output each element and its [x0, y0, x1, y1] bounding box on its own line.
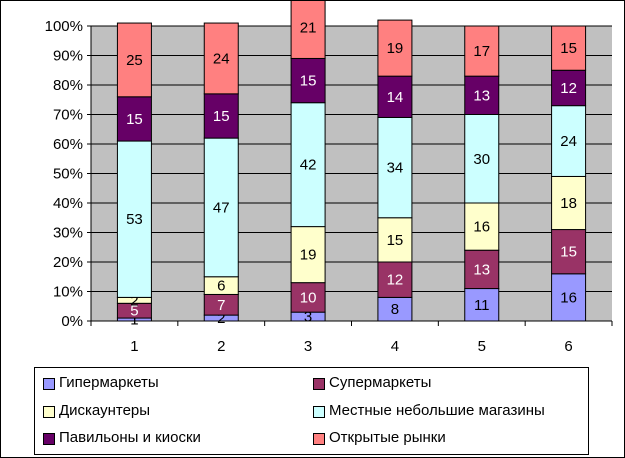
- data-label: 12: [387, 272, 404, 289]
- chart-legend: Гипермаркеты Супермаркеты Дискаунтеры Местн…: [34, 367, 589, 455]
- y-tick-label: 10%: [53, 284, 83, 301]
- data-label: 47: [213, 199, 230, 216]
- data-label: 15: [213, 108, 230, 125]
- y-tick-label: 20%: [53, 254, 83, 271]
- bar-segment: [290, 1, 326, 59]
- x-tick-label: 5: [478, 338, 486, 355]
- data-label: 11: [474, 297, 490, 314]
- y-tick-label: 90%: [53, 48, 83, 65]
- y-tick-label: 40%: [53, 195, 83, 212]
- data-label: 1: [130, 312, 138, 329]
- data-label: 15: [126, 111, 143, 128]
- legend-swatch: [43, 406, 55, 418]
- legend-label: Павильоны и киоски: [59, 429, 201, 446]
- data-label: 21: [300, 19, 317, 36]
- data-label: 30: [473, 151, 490, 168]
- data-label: 17: [473, 43, 490, 60]
- data-label: 24: [560, 133, 577, 150]
- data-label: 25: [126, 52, 143, 69]
- y-tick-label: 60%: [53, 136, 83, 153]
- bar-segment: [377, 116, 413, 219]
- y-tick-label: 50%: [53, 166, 83, 183]
- y-tick-label: 70%: [53, 107, 83, 124]
- data-label: 15: [560, 244, 577, 261]
- y-tick-label: 30%: [53, 225, 83, 242]
- legend-swatch: [43, 378, 55, 390]
- data-label: 42: [300, 157, 317, 174]
- x-tick-label: 6: [564, 338, 572, 355]
- y-tick-label: 100%: [45, 18, 83, 35]
- legend-label: Супермаркеты: [329, 374, 432, 391]
- data-label: 16: [473, 219, 490, 236]
- bar-segment: [551, 25, 587, 71]
- data-label: 10: [300, 289, 317, 306]
- legend-swatch: [313, 433, 325, 445]
- data-label: 15: [387, 232, 404, 249]
- data-label: 8: [391, 301, 399, 318]
- legend-label: Открытые рынки: [329, 429, 446, 446]
- bar-segment: [116, 22, 152, 98]
- bar-segment: [551, 69, 587, 107]
- x-tick-label: 2: [217, 338, 225, 355]
- data-label: 53: [126, 211, 143, 228]
- legend-swatch: [43, 433, 55, 445]
- bar-segment: [116, 140, 152, 298]
- x-tick-label: 3: [304, 338, 312, 355]
- bar-segment: [464, 202, 500, 251]
- data-label: 13: [473, 87, 490, 104]
- data-label: 3: [304, 309, 312, 326]
- stacked-bar-chart: 0%10%20%30%40%50%60%70%80%90%100%1525315…: [45, 1, 613, 355]
- bar-segment: [377, 19, 413, 77]
- data-label: 12: [560, 80, 577, 97]
- data-label: 14: [387, 89, 404, 106]
- bar-segment: [464, 25, 500, 77]
- bar-segment: [464, 114, 500, 204]
- bar-segment: [464, 249, 500, 290]
- legend-label: Дискаунтеры: [59, 402, 151, 419]
- data-label: 34: [387, 160, 404, 177]
- bar-segment: [551, 175, 587, 231]
- data-label: 15: [560, 40, 577, 57]
- data-label: 7: [217, 297, 225, 314]
- legend-label: Местные небольшие магазины: [329, 402, 545, 419]
- bar-segment: [290, 102, 326, 228]
- bar-segment: [203, 22, 239, 95]
- data-label: 18: [560, 195, 577, 212]
- data-label: 19: [300, 247, 317, 264]
- bar-segment: [203, 93, 239, 139]
- x-tick-label: 4: [391, 338, 399, 355]
- bar-segment: [551, 273, 587, 322]
- y-tick-label: 80%: [53, 77, 83, 94]
- data-label: 13: [473, 261, 490, 278]
- x-tick-label: 1: [130, 338, 138, 355]
- legend-swatch: [313, 378, 325, 390]
- bar-segment: [290, 282, 326, 313]
- legend-swatch: [313, 406, 325, 418]
- y-tick-label: 0%: [61, 313, 83, 330]
- data-label: 24: [213, 50, 230, 67]
- data-label: 6: [217, 278, 225, 295]
- data-label: 5: [130, 303, 138, 320]
- data-label: 15: [300, 73, 317, 90]
- legend-label: Гипермаркеты: [59, 374, 159, 391]
- data-label: 2: [130, 292, 138, 309]
- data-label: 16: [560, 289, 577, 306]
- bar-segment: [203, 137, 239, 278]
- bar-segment: [377, 217, 413, 263]
- data-label: 2: [217, 310, 225, 327]
- bar-segment: [290, 57, 326, 104]
- bar-segment: [116, 96, 152, 142]
- data-label: 19: [387, 40, 404, 57]
- bar-segment: [290, 226, 326, 284]
